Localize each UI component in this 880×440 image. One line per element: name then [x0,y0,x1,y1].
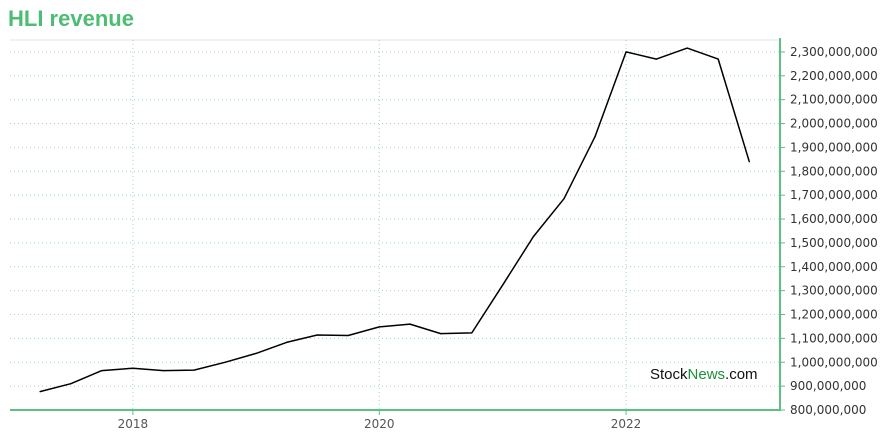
y-tick-label: 2,200,000,000 [790,69,878,83]
y-tick-label: 2,000,000,000 [790,117,878,131]
data-point [101,370,103,372]
y-tick-label: 1,400,000,000 [790,260,878,274]
data-point [471,332,473,334]
data-point [532,236,534,238]
data-point [563,198,565,200]
x-tick-label: 2018 [118,417,149,431]
watermark-part2: News [688,366,726,383]
y-tick-label: 1,600,000,000 [790,212,878,226]
chart-title: HLI revenue [8,6,134,31]
data-point [502,284,504,286]
y-tick-label: 1,000,000,000 [790,355,878,369]
y-tick-label: 1,300,000,000 [790,284,878,298]
grid-lines [10,39,780,411]
x-tick-label: 2022 [611,417,642,431]
data-point [162,370,164,372]
data-point [193,369,195,371]
data-point [378,326,380,328]
x-tick-labels: 2018 2020 2022 [118,417,642,431]
watermark-part3: .com [725,366,758,383]
data-point [717,58,719,60]
data-point [285,341,288,344]
y-tick-label: 2,300,000,000 [790,45,878,59]
data-point [655,58,658,60]
data-point [132,367,134,369]
axes [10,38,785,415]
data-point [347,334,349,337]
y-tick-label: 1,900,000,000 [790,140,878,154]
y-tick-label: 1,800,000,000 [790,164,878,178]
watermark-part1: Stock [650,366,688,383]
data-point [625,51,627,53]
data-point [70,383,72,385]
y-tick-label: 1,700,000,000 [790,188,878,202]
data-point [686,47,688,49]
data-point [316,334,318,336]
data-point [409,323,411,325]
data-point [224,361,226,363]
data-point [594,136,596,138]
y-tick-label: 800,000,000 [790,403,866,417]
y-tick-label: 2,100,000,000 [790,93,878,107]
y-tick-label: 900,000,000 [790,379,866,393]
y-tick-label: 1,500,000,000 [790,236,878,250]
y-tick-label: 1,200,000,000 [790,308,878,322]
data-point [440,333,442,335]
data-point [39,391,41,393]
y-tick-label: 1,100,000,000 [790,331,878,345]
x-tick-label: 2020 [364,417,395,431]
revenue-series-line [39,47,751,393]
watermark: StockNews.com [650,366,758,383]
data-point [255,352,257,355]
y-tick-labels: 800,000,000 900,000,000 1,000,000,000 1,100… [790,45,878,417]
series-layer [39,47,751,393]
data-point [748,161,750,163]
